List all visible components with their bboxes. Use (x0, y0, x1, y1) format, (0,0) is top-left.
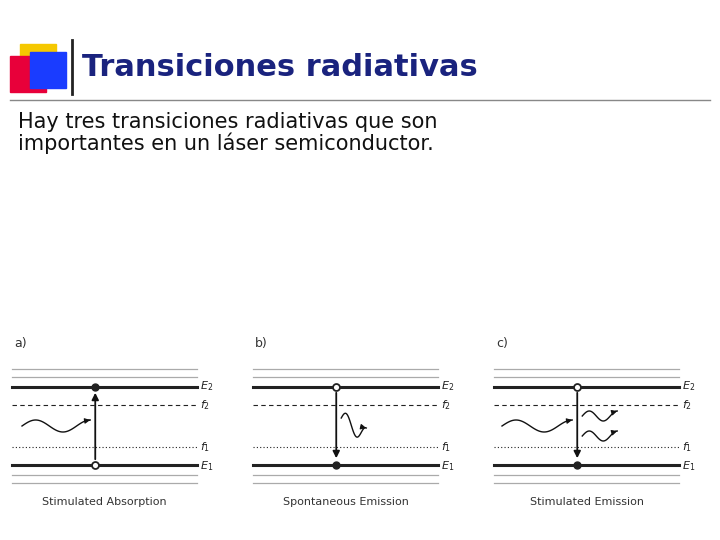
Text: $E_1$: $E_1$ (200, 459, 213, 473)
Text: Hay tres transiciones radiativas que son: Hay tres transiciones radiativas que son (18, 112, 438, 132)
Text: $f_2$: $f_2$ (200, 398, 210, 412)
Text: $E_1$: $E_1$ (441, 459, 454, 473)
Text: Stimulated Absorption: Stimulated Absorption (42, 497, 167, 507)
Bar (10, 56, 46, 92)
Text: $E_2$: $E_2$ (441, 379, 454, 393)
Text: a): a) (14, 337, 27, 350)
Text: $E_2$: $E_2$ (200, 379, 213, 393)
Text: $f_2$: $f_2$ (441, 398, 451, 412)
Bar (30, 52, 66, 88)
Text: $f_1$: $f_1$ (441, 440, 451, 454)
Text: c): c) (496, 337, 508, 350)
Text: $f_1$: $f_1$ (200, 440, 210, 454)
Text: $E_2$: $E_2$ (682, 379, 696, 393)
Text: b): b) (255, 337, 268, 350)
Text: Stimulated Emission: Stimulated Emission (529, 497, 644, 507)
Text: importantes en un láser semiconductor.: importantes en un láser semiconductor. (18, 132, 433, 153)
Text: $f_1$: $f_1$ (682, 440, 692, 454)
Bar (20, 44, 56, 80)
Text: $f_2$: $f_2$ (682, 398, 692, 412)
Text: Spontaneous Emission: Spontaneous Emission (282, 497, 408, 507)
Text: Transiciones radiativas: Transiciones radiativas (82, 52, 478, 82)
Text: $E_1$: $E_1$ (682, 459, 696, 473)
